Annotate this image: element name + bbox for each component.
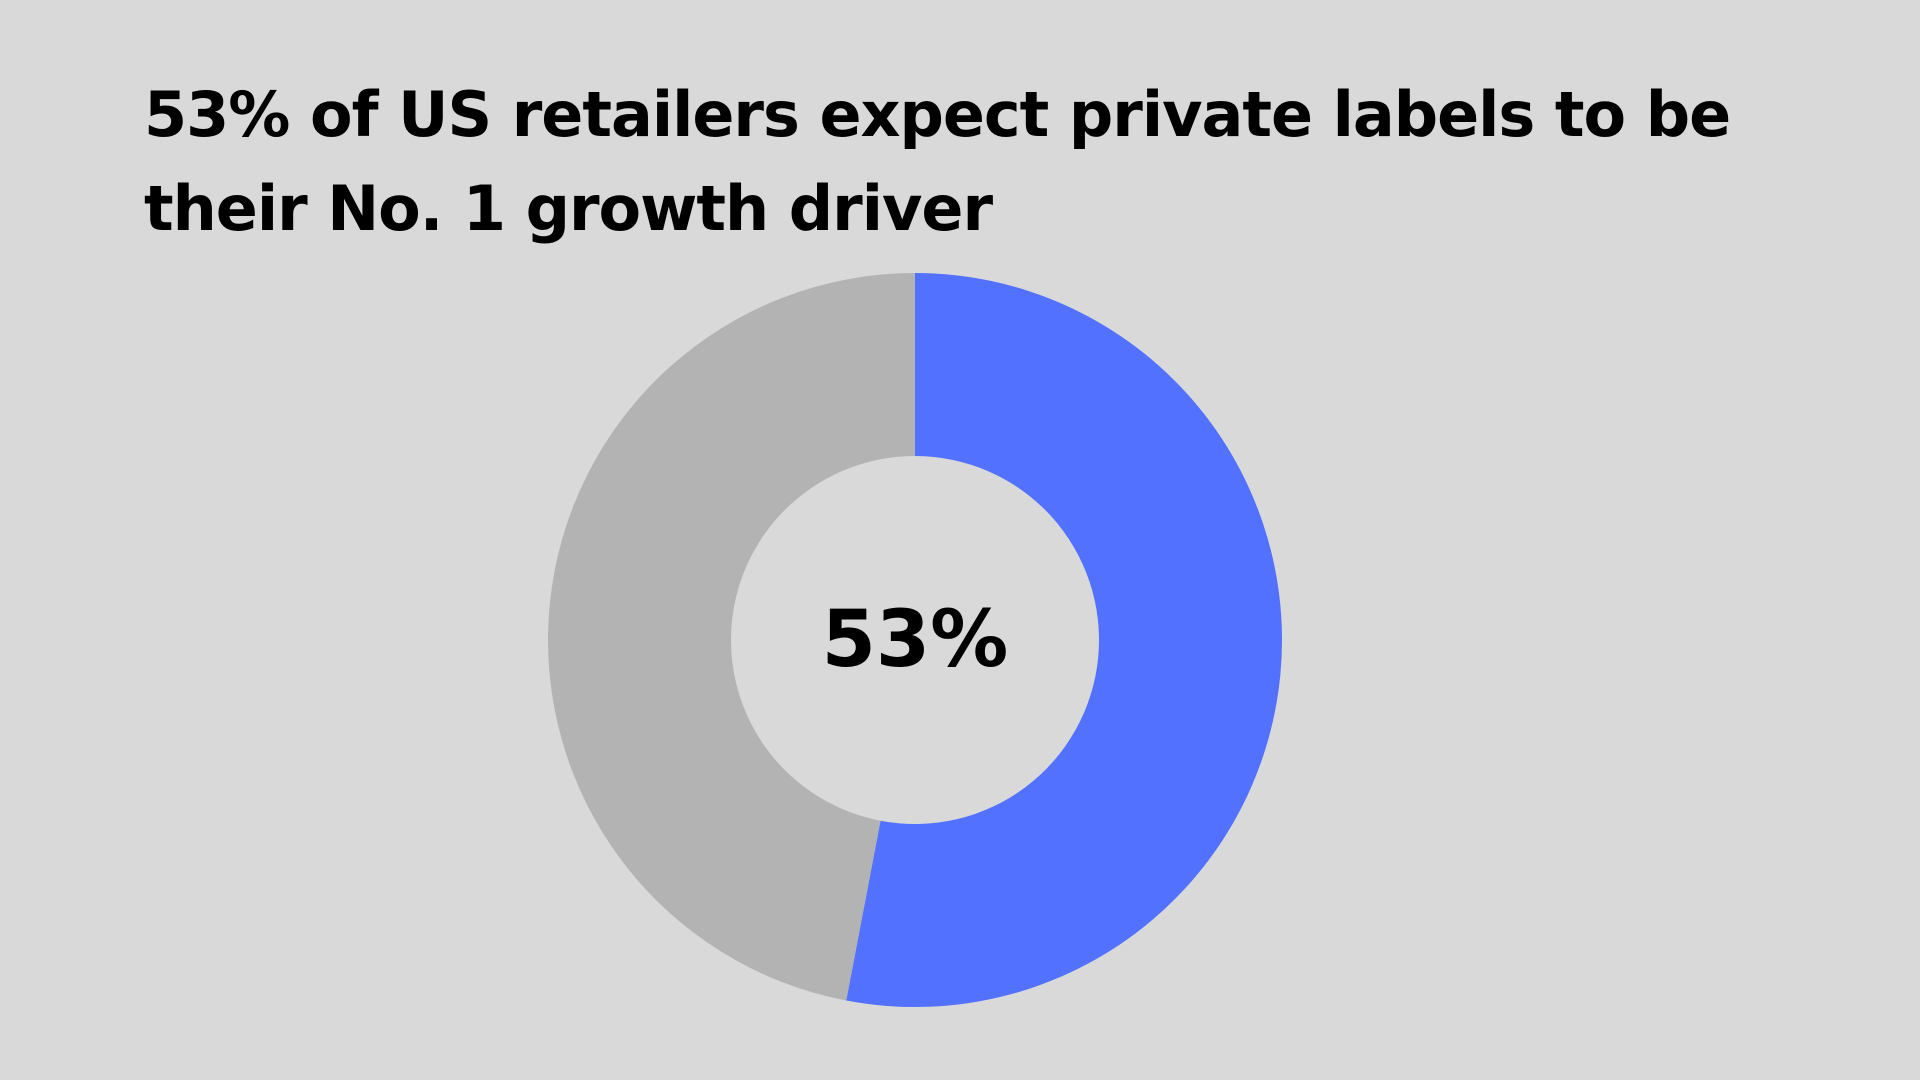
donut-slice-0 <box>846 273 1282 1008</box>
chart-title: 53% of US retailers expect private label… <box>144 78 1731 245</box>
center-label: 53% <box>821 595 1009 685</box>
donut-slice-1 <box>547 273 915 1001</box>
